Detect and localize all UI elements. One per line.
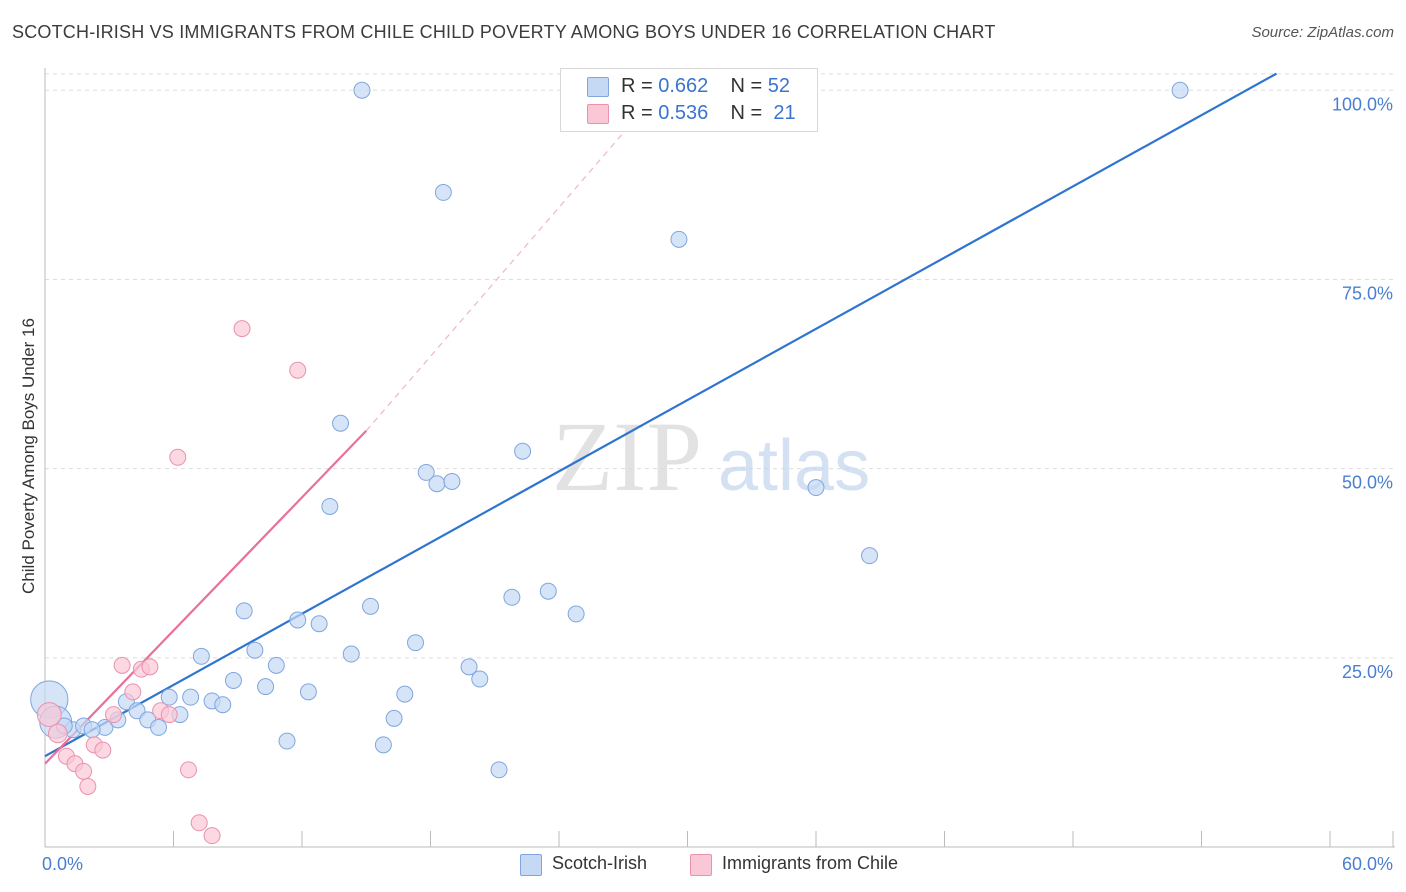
bottom-legend-swatch-chile	[690, 854, 712, 876]
scotch-irish-point	[396, 685, 414, 703]
scotch-irish-point	[257, 678, 275, 696]
chile-point	[124, 683, 142, 701]
chile-point	[113, 656, 131, 674]
axes	[44, 68, 1395, 848]
scotch-irish-point	[267, 656, 285, 674]
y-tick-label: 75.0%	[1342, 283, 1393, 303]
scotch-irish-point	[443, 473, 461, 490]
scotch-irish-point	[503, 588, 521, 606]
chile-point	[289, 361, 307, 379]
chile-point	[203, 827, 221, 845]
tick-labels: 25.0% 50.0% 75.0% 100.0% 0.0% 60.0%	[42, 94, 1393, 874]
scotch-irish-point	[321, 497, 339, 515]
scotch-irish-point	[407, 634, 424, 652]
scotch-irish-point	[182, 688, 200, 706]
scotch-irish-point	[807, 479, 825, 497]
scotch-irish-point	[374, 736, 392, 754]
scotch-irish-trend-line	[44, 72, 1277, 758]
watermark-atlas: atlas	[718, 426, 870, 506]
legend-stats-scotch-irish: R = 0.662 N = 52	[621, 75, 790, 98]
y-tick-label: 100.0%	[1332, 94, 1393, 114]
scotch-irish-point	[670, 230, 688, 248]
chile-point	[180, 761, 197, 779]
scotch-irish-point	[214, 696, 232, 714]
chile-point	[160, 706, 178, 724]
bottom-legend-swatch-scotch-irish	[520, 854, 542, 876]
chile-point	[141, 658, 159, 676]
scotch-irish-point	[460, 658, 478, 676]
scotch-irish-point	[299, 683, 317, 701]
legend-r-label: R =	[621, 102, 653, 124]
chile-point	[79, 777, 97, 795]
scotch-irish-point	[353, 81, 371, 99]
chile-point	[36, 702, 62, 728]
legend-n-label: N =	[730, 102, 763, 124]
legend-n-label: N =	[730, 75, 763, 97]
legend-r-value: 0.662	[658, 75, 709, 97]
scotch-irish-point	[861, 547, 879, 565]
scotch-irish-point	[289, 611, 307, 629]
data-points	[30, 81, 1189, 845]
scotch-irish-point	[490, 761, 508, 779]
scotch-irish-point	[428, 475, 446, 493]
chile-point	[75, 762, 93, 780]
chile-point	[233, 320, 251, 338]
scotch-irish-point	[417, 463, 435, 481]
scotch-irish-point	[1171, 81, 1189, 99]
legend-n-value: 21	[773, 102, 796, 124]
scotch-irish-point	[342, 645, 360, 663]
scotch-irish-point	[434, 183, 452, 201]
bottom-legend-label-chile: Immigrants from Chile	[722, 853, 899, 873]
trend-lines	[44, 72, 1277, 765]
chile-point	[190, 814, 208, 832]
scotch-irish-point	[192, 647, 210, 665]
scotch-irish-point	[385, 709, 403, 727]
legend-r-label: R =	[621, 75, 653, 97]
correlation-legend: R = 0.662 N = 52 R = 0.536 N = 21	[560, 68, 818, 132]
source-label: Source: ZipAtlas.com	[1251, 24, 1394, 41]
scotch-irish-point	[83, 721, 101, 739]
gridlines	[45, 73, 1395, 659]
y-axis-label: Child Poverty Among Boys Under 16	[19, 318, 38, 594]
chile-point	[94, 741, 112, 759]
scotch-irish-point	[224, 672, 242, 689]
scotch-irish-point	[235, 602, 253, 620]
scotch-irish-point	[539, 582, 557, 600]
scotch-irish-point	[567, 605, 585, 623]
scotch-irish-point	[278, 732, 296, 750]
scotch-irish-point	[471, 670, 489, 688]
y-tick-label: 25.0%	[1342, 662, 1393, 682]
bottom-legend-label-scotch-irish: Scotch-Irish	[552, 853, 648, 873]
watermark-zip: ZIP	[552, 401, 702, 512]
legend-stats-chile: R = 0.536 N = 21	[621, 102, 796, 125]
y-tick-label: 50.0%	[1342, 473, 1393, 493]
legend-swatch-chile	[587, 104, 609, 124]
scotch-irish-point	[160, 688, 178, 706]
chile-point	[169, 448, 187, 466]
x-tick-label: 0.0%	[42, 854, 83, 874]
legend-r-value: 0.536	[658, 102, 709, 124]
scotch-irish-point	[332, 414, 350, 432]
scotch-irish-point	[310, 615, 328, 633]
chile-point	[48, 723, 68, 744]
scotch-irish-point	[362, 597, 380, 615]
legend-swatch-scotch-irish	[587, 77, 609, 97]
scotch-irish-point	[246, 641, 264, 659]
x-tick-label: 60.0%	[1342, 854, 1393, 874]
scotch-irish-point	[514, 442, 532, 460]
chart-title: SCOTCH-IRISH VS IMMIGRANTS FROM CHILE CH…	[12, 22, 996, 42]
chile-trend-line	[44, 430, 368, 765]
chile-trend-extension	[365, 120, 635, 432]
chile-point	[105, 706, 123, 724]
scotch-irish-point	[150, 718, 167, 736]
legend-n-value: 52	[767, 75, 791, 97]
